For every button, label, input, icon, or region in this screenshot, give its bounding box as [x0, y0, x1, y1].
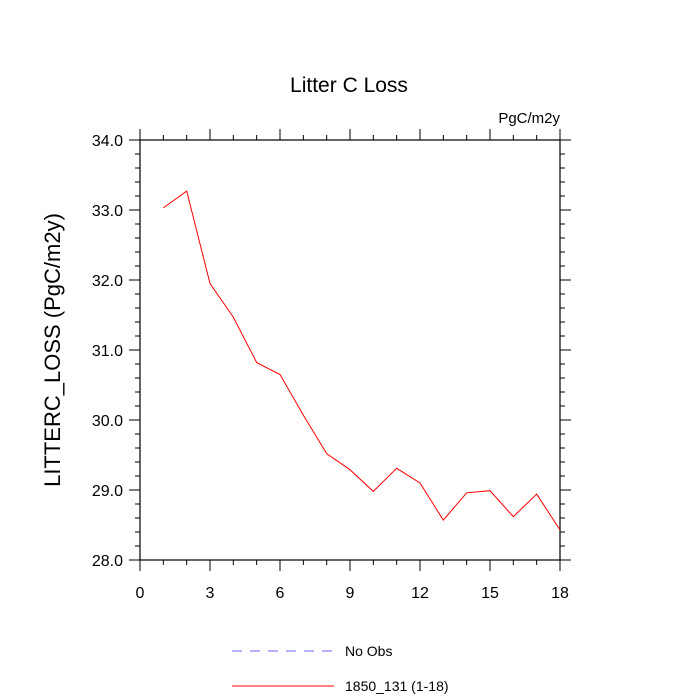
y-axis-label: LITTERC_LOSS (PgC/m2y)	[40, 213, 65, 487]
x-tick-label: 12	[411, 585, 429, 602]
plot-area: 0 3 6 9 12 15 18 28.0 29.0 30.0 31.0 32.0 33.0 34.0	[92, 129, 571, 602]
legend-label: No Obs	[345, 643, 392, 659]
x-tick-label: 3	[206, 585, 215, 602]
y-tick-label: 31.0	[92, 343, 123, 360]
plot-frame	[139, 139, 561, 561]
units-label: PgC/m2y	[498, 110, 560, 127]
y-tick-label: 32.0	[92, 273, 123, 290]
y-tick-label: 33.0	[92, 203, 123, 220]
legend-label: 1850_131 (1-18)	[345, 678, 449, 694]
series-line	[163, 190, 561, 531]
x-tick-label: 18	[551, 585, 569, 602]
legend: No Obs 1850_131 (1-18)	[232, 643, 449, 694]
y-tick-label: 34.0	[92, 133, 123, 150]
y-tick-label: 29.0	[92, 483, 123, 500]
chart-title: Litter C Loss	[290, 74, 408, 97]
x-tick-label: 15	[481, 585, 499, 602]
x-tick-label: 6	[276, 585, 285, 602]
x-tick-label: 0	[136, 585, 145, 602]
y-tick-label: 28.0	[92, 553, 123, 570]
y-tick-label: 30.0	[92, 413, 123, 430]
x-tick-label: 9	[346, 585, 355, 602]
